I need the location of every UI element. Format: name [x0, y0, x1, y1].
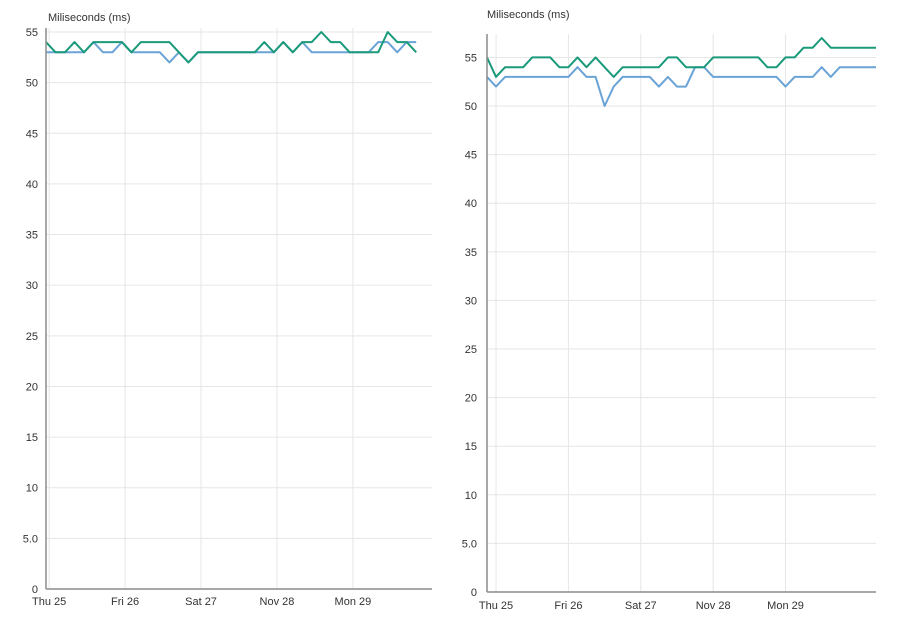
- y-axis-label: Miliseconds (ms): [48, 12, 131, 24]
- chart-1: Miliseconds (ms) 0 5.0 10 15 20 25 30 35 40 45 50 55…: [23, 12, 432, 608]
- y-tick-label: 10: [465, 490, 477, 502]
- x-tick-label: Mon 29: [335, 596, 372, 608]
- x-tick-label: Sat 27: [625, 600, 657, 612]
- y-tick-label: 55: [465, 52, 477, 64]
- x-tick-label: Sat 27: [185, 596, 217, 608]
- y-tick-label: 55: [26, 27, 38, 39]
- y-tick-label: 45: [465, 150, 477, 162]
- y-tick-label: 25: [26, 331, 38, 343]
- y-tick-label: 20: [26, 381, 38, 393]
- x-tick-label: Thu 25: [32, 596, 66, 608]
- y-tick-label: 5.0: [462, 538, 477, 550]
- y-tick-label: 40: [26, 179, 38, 191]
- series-line-2: [486, 37, 876, 78]
- y-tick-label: 30: [465, 295, 477, 307]
- y-tick-label: 50: [465, 101, 477, 113]
- chart-2: Miliseconds (ms) 0 5.0 10 15 20 25 30 35 40 45 50 55…: [462, 9, 876, 612]
- y-tick-label: 15: [26, 432, 38, 444]
- y-tick-label: 40: [465, 198, 477, 210]
- y-tick-label: 5.0: [23, 533, 38, 545]
- y-tick-label: 15: [465, 441, 477, 453]
- x-tick-label: Nov 28: [260, 596, 295, 608]
- y-tick-label: 45: [26, 128, 38, 140]
- y-tick-label: 0: [32, 584, 38, 596]
- y-tick-label: 20: [465, 393, 477, 405]
- y-tick-label: 35: [465, 247, 477, 259]
- series-line-1: [486, 66, 876, 107]
- y-tick-label: 35: [26, 230, 38, 242]
- x-tick-label: Fri 26: [111, 596, 139, 608]
- x-tick-label: Nov 28: [696, 600, 731, 612]
- y-tick-label: 0: [471, 587, 477, 599]
- x-tick-label: Mon 29: [767, 600, 804, 612]
- series-line-2: [45, 31, 417, 64]
- y-tick-label: 30: [26, 280, 38, 292]
- y-tick-label: 25: [465, 344, 477, 356]
- x-tick-label: Fri 26: [554, 600, 582, 612]
- y-tick-label: 10: [26, 483, 38, 495]
- x-tick-label: Thu 25: [479, 600, 513, 612]
- y-axis-label: Miliseconds (ms): [487, 9, 570, 21]
- y-tick-label: 50: [26, 78, 38, 90]
